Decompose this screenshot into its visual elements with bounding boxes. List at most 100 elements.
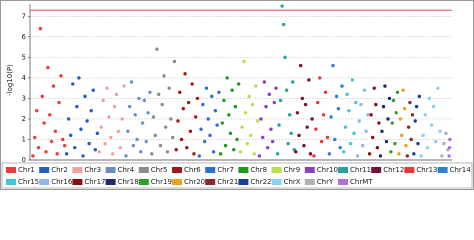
snp-point bbox=[99, 125, 103, 129]
legend-swatch bbox=[6, 167, 16, 173]
snp-point bbox=[321, 113, 326, 117]
snp-point bbox=[350, 78, 355, 82]
snp-point bbox=[275, 152, 280, 156]
snp-point bbox=[423, 113, 427, 117]
snp-point bbox=[307, 78, 311, 82]
snp-point bbox=[89, 109, 93, 113]
snp-point bbox=[357, 119, 361, 123]
snp-point bbox=[413, 119, 417, 123]
snp-point bbox=[223, 143, 228, 148]
snp-point bbox=[57, 100, 61, 105]
snp-point bbox=[218, 152, 223, 156]
snp-point bbox=[410, 113, 415, 117]
snp-point bbox=[245, 141, 249, 146]
legend-swatch bbox=[437, 167, 448, 173]
snp-point bbox=[150, 152, 154, 156]
snp-point bbox=[192, 152, 196, 156]
snp-point bbox=[139, 150, 143, 154]
snp-point bbox=[398, 117, 403, 121]
snp-point bbox=[417, 94, 422, 99]
snp-point bbox=[343, 125, 348, 129]
legend-label: Chr1 bbox=[18, 166, 35, 174]
snp-point bbox=[286, 141, 290, 146]
snp-point bbox=[114, 92, 119, 97]
snp-point bbox=[215, 123, 219, 127]
snp-point bbox=[380, 129, 384, 133]
snp-point bbox=[194, 115, 198, 119]
snp-point bbox=[49, 139, 54, 144]
snp-point bbox=[101, 98, 105, 103]
snp-point bbox=[190, 82, 194, 86]
y-tick-label: 0 bbox=[22, 156, 26, 164]
snp-point bbox=[75, 104, 79, 109]
snp-point bbox=[144, 139, 148, 144]
snp-point bbox=[442, 141, 446, 146]
snp-point bbox=[395, 90, 400, 94]
snp-point bbox=[310, 117, 314, 121]
snp-point bbox=[85, 119, 89, 123]
snp-point bbox=[210, 94, 214, 99]
legend-swatch bbox=[238, 179, 249, 185]
snp-point bbox=[79, 127, 83, 131]
snp-point bbox=[252, 152, 256, 156]
legend-label: ChrMT bbox=[350, 178, 373, 186]
snp-point bbox=[436, 86, 440, 90]
snp-point bbox=[345, 92, 349, 97]
snp-point bbox=[69, 133, 73, 138]
snp-point bbox=[124, 154, 128, 158]
snp-point bbox=[290, 80, 295, 84]
snp-point bbox=[425, 145, 430, 150]
y-tick-label: 2 bbox=[22, 115, 26, 123]
snp-point bbox=[274, 86, 278, 90]
snp-point bbox=[126, 129, 130, 133]
snp-point bbox=[97, 150, 102, 154]
snp-point bbox=[213, 109, 218, 113]
snp-point bbox=[71, 82, 75, 86]
snp-point bbox=[416, 141, 420, 146]
legend-label: ChrX bbox=[284, 178, 301, 186]
snp-point bbox=[228, 131, 233, 136]
snp-point bbox=[359, 102, 363, 107]
snp-point bbox=[340, 84, 344, 88]
legend-label: Chr4 bbox=[118, 166, 135, 174]
snp-point bbox=[277, 123, 281, 127]
snp-point bbox=[369, 113, 373, 117]
snp-point bbox=[370, 135, 375, 140]
snp-point bbox=[429, 123, 434, 127]
legend-label: Chr20 bbox=[184, 178, 205, 186]
snp-point bbox=[148, 90, 152, 94]
snp-point bbox=[404, 143, 408, 148]
snp-point bbox=[421, 133, 425, 138]
snp-point bbox=[364, 129, 368, 133]
legend-swatch bbox=[39, 167, 50, 173]
legend-swatch bbox=[304, 167, 315, 173]
snp-point bbox=[167, 86, 171, 90]
legend-swatch bbox=[138, 167, 149, 173]
snp-point bbox=[197, 154, 201, 158]
legend-label: Chr13 bbox=[416, 166, 437, 174]
snp-point bbox=[235, 137, 239, 142]
snp-point bbox=[283, 55, 287, 60]
snp-point bbox=[112, 104, 117, 109]
legend-swatch bbox=[172, 167, 182, 173]
snp-point bbox=[247, 94, 251, 99]
legend-swatch bbox=[205, 179, 216, 185]
snp-point bbox=[183, 72, 187, 76]
snp-point bbox=[390, 121, 394, 125]
legend-swatch bbox=[172, 179, 182, 185]
snp-point bbox=[238, 150, 243, 154]
snp-point bbox=[33, 135, 37, 140]
snp-point bbox=[55, 152, 59, 156]
snp-point bbox=[298, 63, 303, 68]
snp-point bbox=[157, 92, 161, 97]
snp-point bbox=[77, 76, 81, 80]
legend-swatch bbox=[404, 167, 415, 173]
legend-label: Chr15 bbox=[18, 178, 39, 186]
legend-swatch bbox=[271, 167, 282, 173]
snp-point bbox=[448, 137, 452, 142]
legend-label: Chr14 bbox=[450, 166, 472, 174]
snp-point bbox=[169, 117, 173, 121]
snp-point bbox=[232, 148, 236, 152]
snp-point bbox=[158, 143, 163, 148]
snp-point bbox=[249, 133, 253, 138]
